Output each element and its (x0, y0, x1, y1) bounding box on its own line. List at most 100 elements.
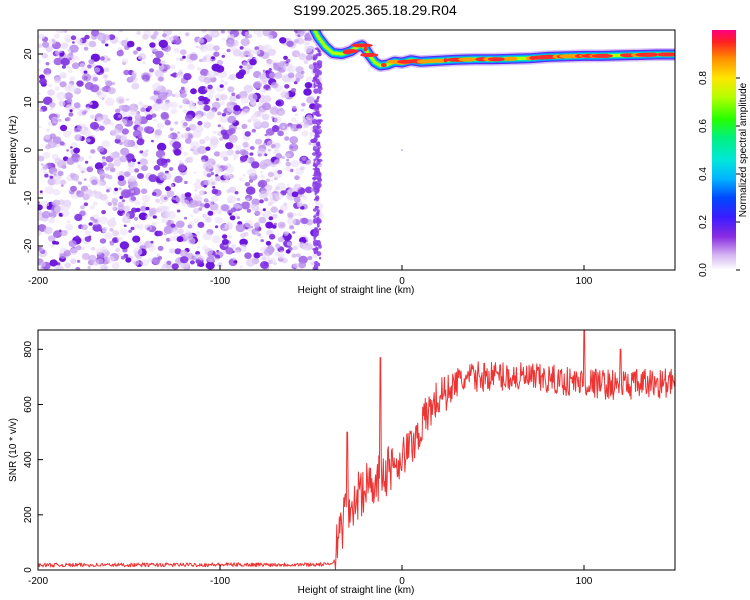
noise-speckle-dot (240, 232, 247, 238)
snr-x-axis-label: Height of straight line (km) (298, 585, 415, 596)
noise-speckle-dot (141, 202, 147, 207)
noise-speckle-dot (132, 261, 136, 264)
noise-speckle-dot (246, 197, 250, 201)
noise-speckle-dot (224, 222, 233, 230)
noise-speckle-dot (220, 79, 225, 83)
noise-speckle-dot (120, 147, 130, 156)
noise-speckle-dot (266, 135, 271, 139)
noise-speckle-dot (274, 114, 278, 117)
noise-speckle-dot (59, 71, 67, 79)
noise-speckle-dot (301, 156, 307, 161)
noise-speckle-dot (57, 168, 61, 171)
noise-speckle-dot (239, 155, 248, 162)
noise-speckle-dot (130, 175, 138, 182)
noise-speckle-dot (189, 156, 194, 161)
noise-speckle-dot (62, 42, 69, 49)
noise-speckle-dot (101, 140, 111, 148)
noise-speckle-dot (243, 108, 250, 115)
noise-speckle-dot (222, 38, 226, 41)
noise-speckle-dot (84, 236, 92, 242)
noise-speckle-dot (44, 134, 51, 140)
noise-speckle-dot (154, 129, 162, 136)
noise-speckle-dot (45, 128, 51, 133)
noise-speckle-dot (166, 260, 172, 265)
noise-speckle-dot (122, 212, 130, 219)
noise-speckle-dot (292, 245, 298, 251)
noise-speckle-dot (74, 134, 83, 142)
x-tick-label: 0 (399, 576, 405, 587)
noise-speckle-dot (118, 30, 124, 33)
noise-speckle-dot (44, 186, 55, 195)
noise-speckle-dot (315, 190, 319, 194)
noise-speckle-dot (105, 185, 110, 189)
noise-speckle-dot (195, 125, 204, 133)
noise-speckle-dot (204, 163, 208, 167)
noise-speckle-dot (205, 43, 215, 52)
noise-speckle-dot (70, 248, 78, 256)
noise-speckle-dot (42, 41, 50, 48)
noise-speckle-dot (83, 129, 92, 137)
noise-speckle-dot (313, 215, 316, 218)
noise-speckle-dot (143, 126, 153, 134)
noise-speckle-dot (40, 262, 46, 267)
noise-speckle-dot (93, 72, 97, 76)
noise-speckle-dot (89, 102, 93, 105)
noise-speckle-dot (127, 166, 135, 174)
noise-speckle-dot (171, 263, 179, 270)
noise-speckle-dot (97, 145, 105, 153)
noise-speckle-dot (312, 266, 316, 270)
noise-speckle-dot (317, 86, 323, 91)
noise-speckle-dot (38, 246, 44, 252)
noise-speckle-dot (41, 210, 51, 219)
noise-speckle-dot (145, 206, 150, 211)
noise-speckle-dot (217, 111, 222, 116)
noise-speckle-dot (313, 158, 317, 162)
noise-speckle-dot (277, 130, 284, 137)
noise-speckle-dot (66, 157, 75, 165)
noise-speckle-dot (147, 257, 153, 263)
y-tick-label: -10 (23, 190, 34, 205)
noise-speckle-dot (119, 171, 125, 177)
noise-speckle-dot (137, 173, 144, 179)
noise-speckle-dot (140, 188, 148, 194)
noise-speckle-dot (49, 259, 58, 267)
noise-speckle-dot (262, 208, 266, 212)
noise-speckle-dot (284, 84, 290, 89)
noise-speckle-dot (143, 79, 147, 82)
y-tick-label: 600 (23, 396, 34, 413)
noise-speckle-dot (227, 86, 235, 93)
noise-speckle-dot (64, 201, 71, 207)
noise-speckle-dot (228, 128, 236, 135)
noise-speckle-dot (230, 207, 237, 213)
noise-speckle-dot (125, 257, 132, 263)
noise-speckle-dot (254, 138, 263, 145)
noise-speckle-dot (221, 227, 227, 232)
noise-speckle-dot (52, 240, 57, 245)
noise-speckle-dot (90, 114, 95, 119)
chart-title: S199.2025.365.18.29.R04 (293, 2, 457, 18)
noise-speckle-dot (189, 260, 195, 265)
noise-speckle-dot (142, 60, 147, 65)
noise-speckle-dot (80, 205, 85, 210)
noise-speckle-dot (301, 130, 309, 137)
noise-speckle-dot (316, 216, 320, 221)
noise-speckle-dot (133, 216, 139, 221)
noise-speckle-dot (107, 87, 116, 95)
noise-speckle-dot (230, 46, 238, 52)
noise-speckle-dot (97, 91, 107, 100)
noise-speckle-dot (104, 97, 115, 107)
y-tick-label: 200 (23, 506, 34, 523)
noise-speckle-dot (72, 107, 75, 110)
noise-speckle-dot (61, 209, 70, 217)
noise-speckle-dot (297, 212, 302, 217)
noise-speckle-dot (81, 224, 88, 231)
noise-speckle-dot (226, 48, 231, 53)
noise-speckle-dot (174, 175, 183, 183)
noise-speckle-dot (153, 118, 157, 122)
noise-speckle-dot (53, 230, 62, 239)
noise-speckle-dot (285, 166, 292, 172)
noise-speckle-dot (193, 171, 197, 174)
noise-speckle-dot (75, 235, 80, 240)
noise-speckle-dot (93, 36, 97, 40)
noise-speckle-dot (117, 114, 122, 118)
